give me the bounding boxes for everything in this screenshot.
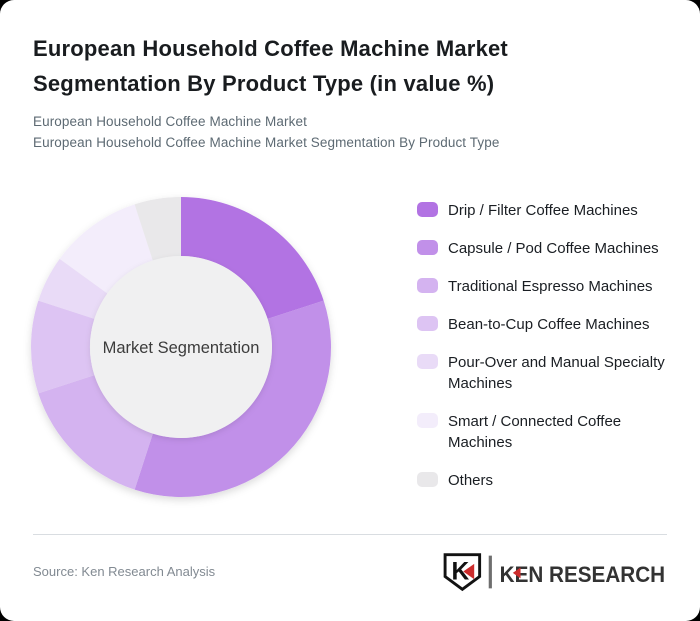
donut-svg: Market Segmentation bbox=[30, 197, 332, 498]
donut-slice-6 bbox=[59, 204, 153, 294]
legend-label: Smart / Connected Coffee Machines bbox=[448, 413, 622, 451]
legend-label: Bean-to-Cup Coffee Machines bbox=[448, 316, 650, 333]
legend: Drip / Filter Coffee Machines Capsule / P… bbox=[417, 200, 669, 508]
shield-icon: K bbox=[443, 553, 482, 592]
brand-wordmark: KEN RESEARCH bbox=[500, 562, 665, 587]
legend-swatch bbox=[417, 413, 438, 428]
legend-swatch bbox=[417, 316, 438, 331]
legend-item: Smart / Connected Coffee Machines bbox=[417, 411, 669, 453]
donut-slice-4 bbox=[30, 300, 95, 394]
donut-chart: Market Segmentation bbox=[11, 177, 351, 517]
logo-separator bbox=[488, 555, 492, 589]
page-title: European Household Coffee Machine Market… bbox=[33, 36, 508, 96]
legend-label: Pour-Over and Manual Specialty Machines bbox=[448, 354, 665, 392]
legend-item: Pour-Over and Manual Specialty Machines bbox=[417, 352, 669, 394]
donut-slice-7 bbox=[134, 197, 181, 261]
shield-letter: K bbox=[451, 558, 469, 585]
source-note: Source: Ken Research Analysis bbox=[33, 564, 216, 579]
legend-swatch bbox=[417, 472, 438, 487]
ken-research-logo: K KEN RESEARCH bbox=[443, 553, 665, 592]
legend-label: Traditional Espresso Machines bbox=[448, 278, 653, 295]
legend-swatch bbox=[417, 202, 438, 217]
donut-slice-3 bbox=[38, 375, 153, 490]
subtitle-line-1: European Household Coffee Machine Market bbox=[33, 114, 307, 129]
legend-item: Drip / Filter Coffee Machines bbox=[417, 200, 669, 221]
donut-hole bbox=[90, 256, 272, 438]
legend-label: Drip / Filter Coffee Machines bbox=[448, 202, 638, 219]
footer-divider bbox=[33, 534, 667, 535]
donut-slice-2 bbox=[134, 300, 332, 498]
legend-swatch bbox=[417, 278, 438, 293]
donut-center-label: Market Segmentation bbox=[103, 339, 260, 357]
legend-item: Bean-to-Cup Coffee Machines bbox=[417, 314, 669, 335]
donut-slices bbox=[30, 197, 332, 498]
donut-slice-1 bbox=[181, 197, 324, 319]
legend-label: Capsule / Pod Coffee Machines bbox=[448, 240, 659, 257]
legend-item: Capsule / Pod Coffee Machines bbox=[417, 238, 669, 259]
legend-swatch bbox=[417, 240, 438, 255]
subtitle-line-2: European Household Coffee Machine Market… bbox=[33, 135, 500, 150]
legend-item: Others bbox=[417, 470, 669, 491]
legend-swatch bbox=[417, 354, 438, 369]
legend-item: Traditional Espresso Machines bbox=[417, 276, 669, 297]
legend-label: Others bbox=[448, 472, 494, 489]
donut-slice-5 bbox=[38, 258, 108, 319]
